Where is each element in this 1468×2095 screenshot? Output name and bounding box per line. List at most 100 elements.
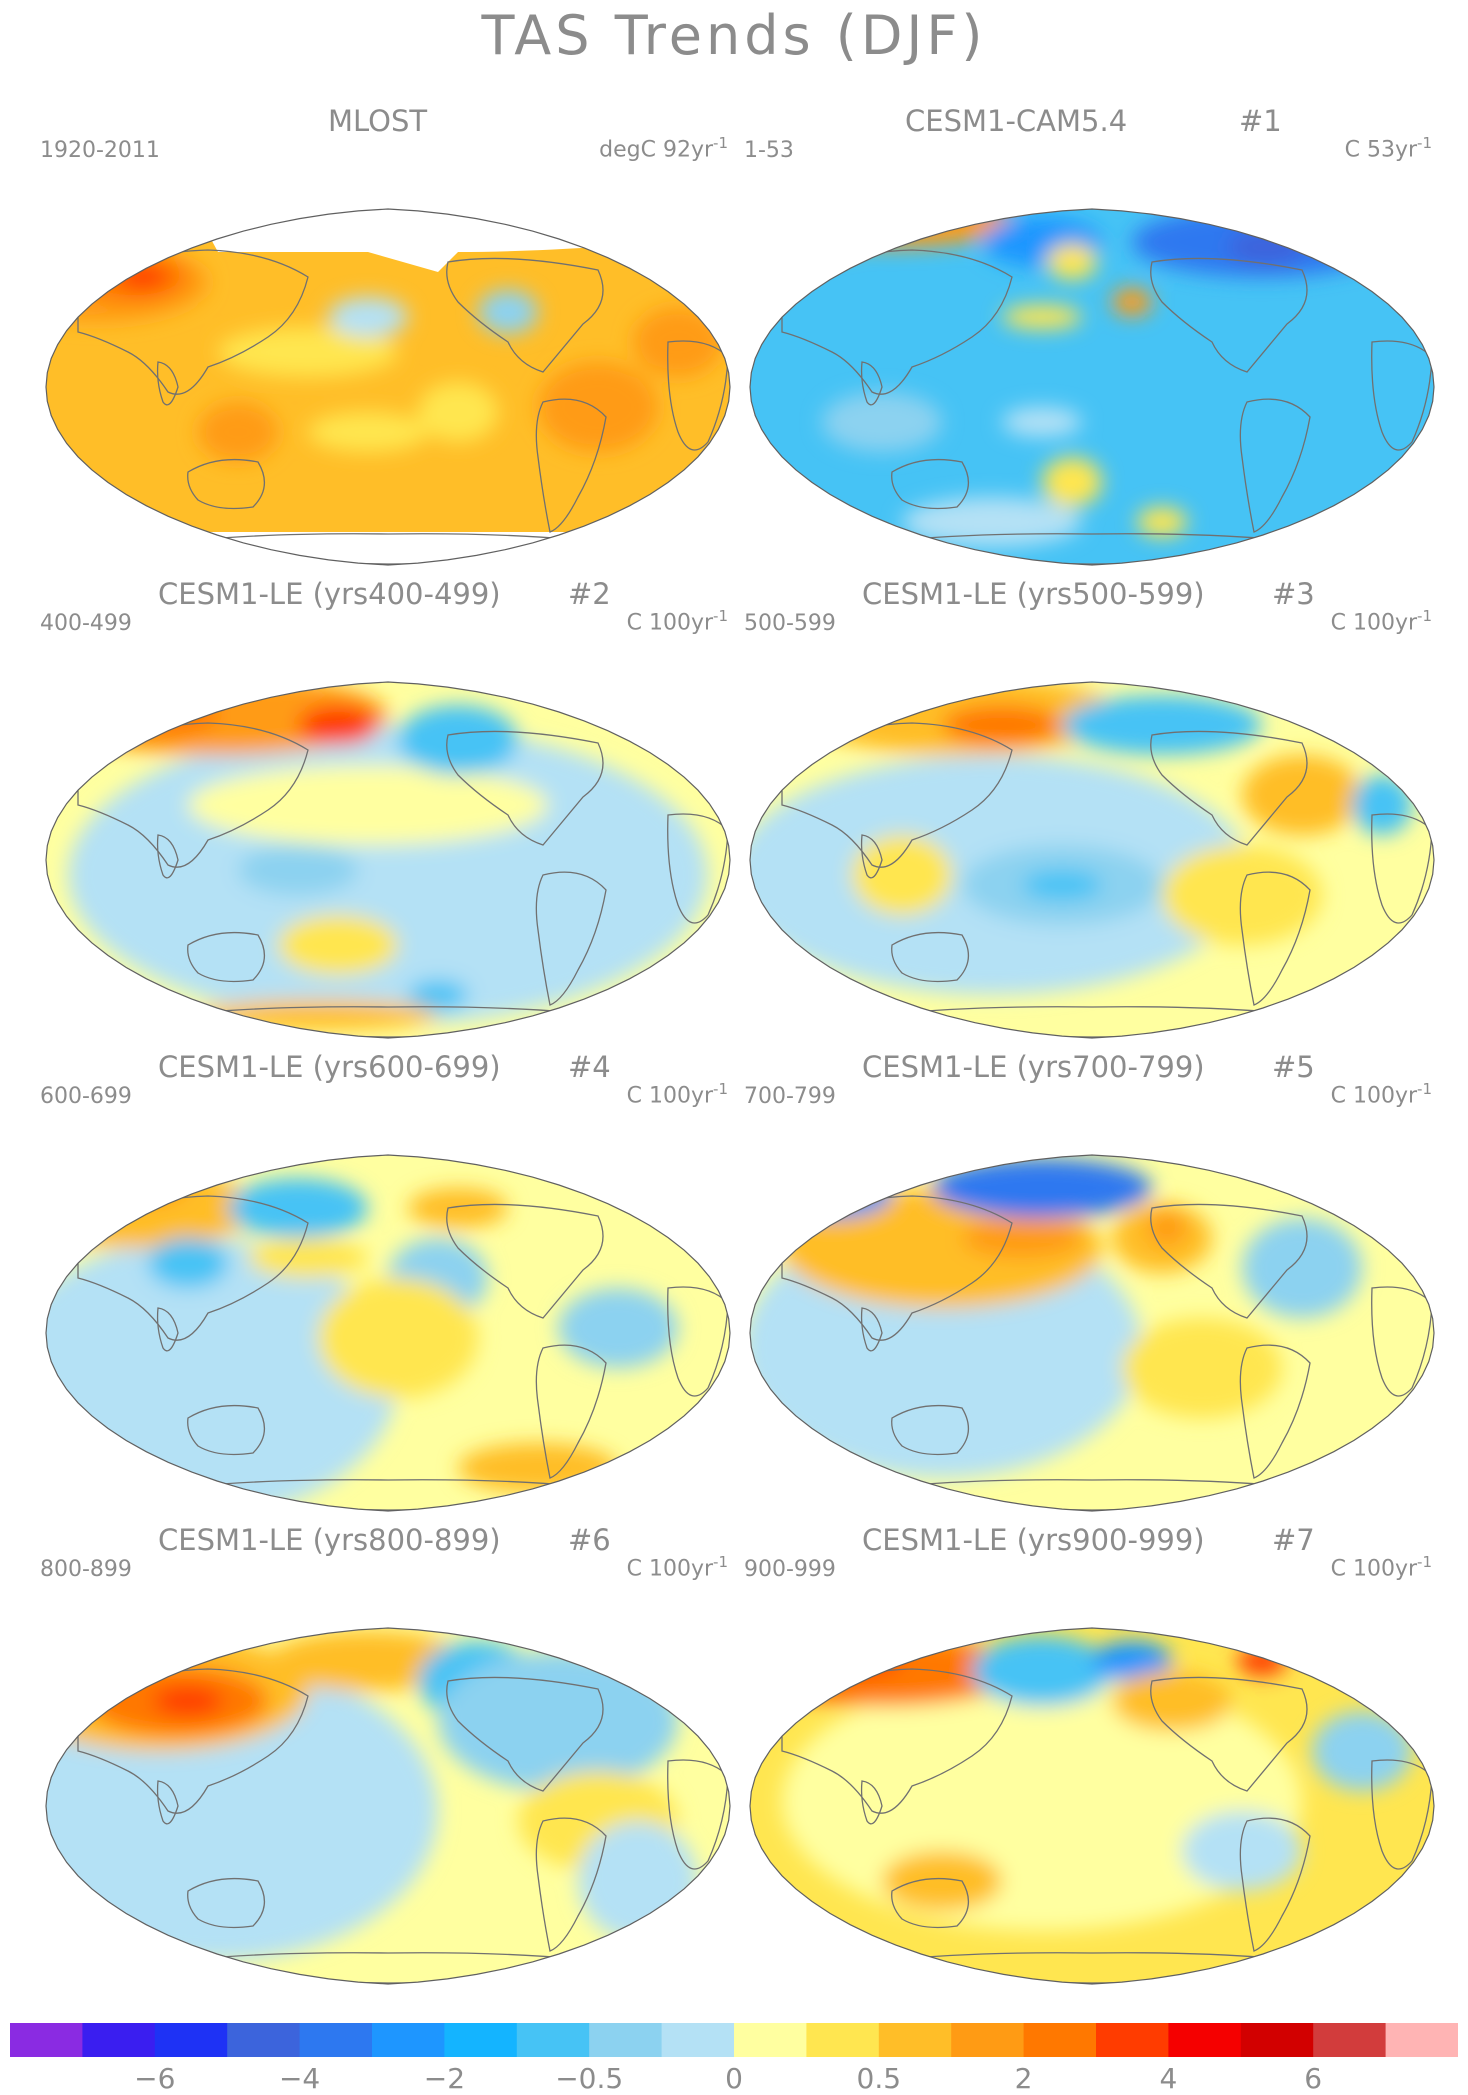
trend-region — [1137, 507, 1187, 537]
trend-region — [1112, 288, 1152, 316]
india-outline — [156, 1307, 179, 1352]
panel-units-text: C 100yr — [1330, 1083, 1418, 1109]
trend-region — [1147, 1210, 1187, 1246]
panel-number: #2 — [568, 577, 611, 611]
trend-region — [198, 1000, 438, 1030]
panel-period: 800-899 — [40, 1557, 132, 1582]
trend-region — [972, 1636, 1112, 1706]
trend-region — [48, 1170, 188, 1206]
panel-period: 1-53 — [744, 138, 794, 163]
map-plot — [45, 208, 731, 566]
panel-title: CESM1-CAM5.4 — [905, 104, 1128, 138]
australia-outline — [891, 1404, 969, 1456]
colorbar-swatch — [1385, 2023, 1458, 2057]
trend-region — [538, 362, 658, 452]
panel-units-text: C 100yr — [626, 1083, 714, 1109]
south-america-outline — [535, 1344, 607, 1479]
north-america-outline — [1150, 730, 1308, 846]
australia-outline — [187, 458, 265, 510]
colorbar-swatch — [878, 2023, 952, 2057]
map-border — [45, 1154, 731, 1512]
trend-region — [418, 382, 498, 442]
trend-region — [932, 1158, 1152, 1218]
map-border — [45, 681, 731, 1039]
panel-units-text: C 53yr — [1344, 137, 1418, 163]
panel-units-exponent: -1 — [1417, 134, 1432, 152]
panel-period: 600-699 — [40, 1084, 132, 1109]
colorbar-tick-label: −0.5 — [555, 2062, 624, 2095]
trend-region — [228, 1178, 368, 1238]
north-america-outline — [446, 1203, 604, 1319]
map-plot — [45, 1627, 731, 1985]
trend-region — [822, 392, 942, 452]
panel-units-text: C 100yr — [1330, 610, 1418, 636]
eurasia-outline — [77, 722, 309, 868]
africa-outline — [667, 1286, 729, 1397]
trend-region — [318, 1278, 478, 1398]
trend-region — [1122, 1318, 1282, 1418]
colorbar-swatch — [444, 2023, 518, 2057]
map-panel-5: CESM1-LE (yrs600-699) #4 600-699 C 100yr-1 — [38, 1048, 738, 1518]
map-panel-6: CESM1-LE (yrs700-799) #5 700-799 C 100yr-1 — [742, 1048, 1442, 1518]
trend-region — [308, 412, 428, 452]
colorbar — [10, 2023, 1458, 2057]
map-border — [749, 681, 1435, 1039]
trend-region — [772, 1168, 892, 1218]
colorbar-labels: −6 −4 −2 −0.5 0 0.5 2 4 6 — [10, 2062, 1458, 2095]
trend-region — [1312, 1711, 1412, 1791]
eurasia-outline — [77, 1195, 309, 1341]
australia-outline — [891, 1877, 969, 1929]
india-outline — [156, 361, 179, 406]
trend-region — [408, 980, 468, 1010]
panel-units: C 100yr-1 — [1331, 1553, 1432, 1581]
trend-region — [408, 1188, 508, 1228]
page-title: TAS Trends (DJF) — [481, 4, 987, 67]
trend-region — [1237, 1646, 1287, 1676]
panel-title: CESM1-LE (yrs600-699) — [158, 1050, 501, 1084]
panel-number: #1 — [1239, 104, 1282, 138]
colorbar-swatch — [806, 2023, 880, 2057]
colorbar-swatch — [734, 2023, 807, 2057]
map-panel-4: CESM1-LE (yrs500-599) #3 500-599 C 100yr-1 — [742, 575, 1442, 1045]
colorbar-swatch — [1023, 2023, 1097, 2057]
colorbar-swatch — [372, 2023, 445, 2057]
trend-region — [198, 402, 278, 462]
colorbar-swatch — [589, 2023, 663, 2057]
india-outline — [860, 834, 883, 879]
trend-region — [1352, 775, 1412, 835]
trend-region — [118, 265, 168, 289]
trend-region — [633, 307, 723, 377]
trend-region — [1242, 1218, 1362, 1318]
australia-outline — [891, 931, 969, 983]
trend-region — [852, 835, 952, 915]
colorbar-tick-label: 6 — [1304, 2062, 1323, 2095]
panel-period: 1920-2011 — [40, 138, 160, 163]
panel-number: #3 — [1272, 577, 1315, 611]
panel-number: #5 — [1272, 1050, 1315, 1084]
map-plot — [749, 1154, 1435, 1512]
panel-title: CESM1-LE (yrs800-899) — [158, 1523, 501, 1557]
trend-region — [782, 1170, 822, 1190]
colorbar-swatch — [1168, 2023, 1242, 2057]
south-america-outline — [1239, 1817, 1311, 1952]
panel-title: CESM1-LE (yrs500-599) — [862, 577, 1205, 611]
eurasia-outline — [781, 722, 1013, 868]
africa-outline — [667, 340, 729, 451]
panel-units-exponent: -1 — [713, 1080, 728, 1098]
trend-region — [248, 1238, 368, 1278]
panel-period: 900-999 — [744, 1557, 836, 1582]
india-outline — [156, 1780, 179, 1825]
india-outline — [156, 834, 179, 879]
trend-region — [238, 845, 358, 895]
map-border — [45, 1627, 731, 1985]
africa-outline — [1371, 1759, 1433, 1870]
trend-region — [1182, 1811, 1302, 1891]
colorbar-swatch — [82, 2023, 156, 2057]
colorbar-swatch — [661, 2023, 735, 2057]
panel-units: C 53yr-1 — [1345, 134, 1432, 162]
australia-outline — [187, 1404, 265, 1456]
south-america-outline — [535, 871, 607, 1006]
map-panel-2: CESM1-CAM5.4 #1 1-53 C 53yr-1 — [742, 102, 1442, 572]
colorbar-swatch — [227, 2023, 301, 2057]
trend-region — [188, 765, 548, 845]
